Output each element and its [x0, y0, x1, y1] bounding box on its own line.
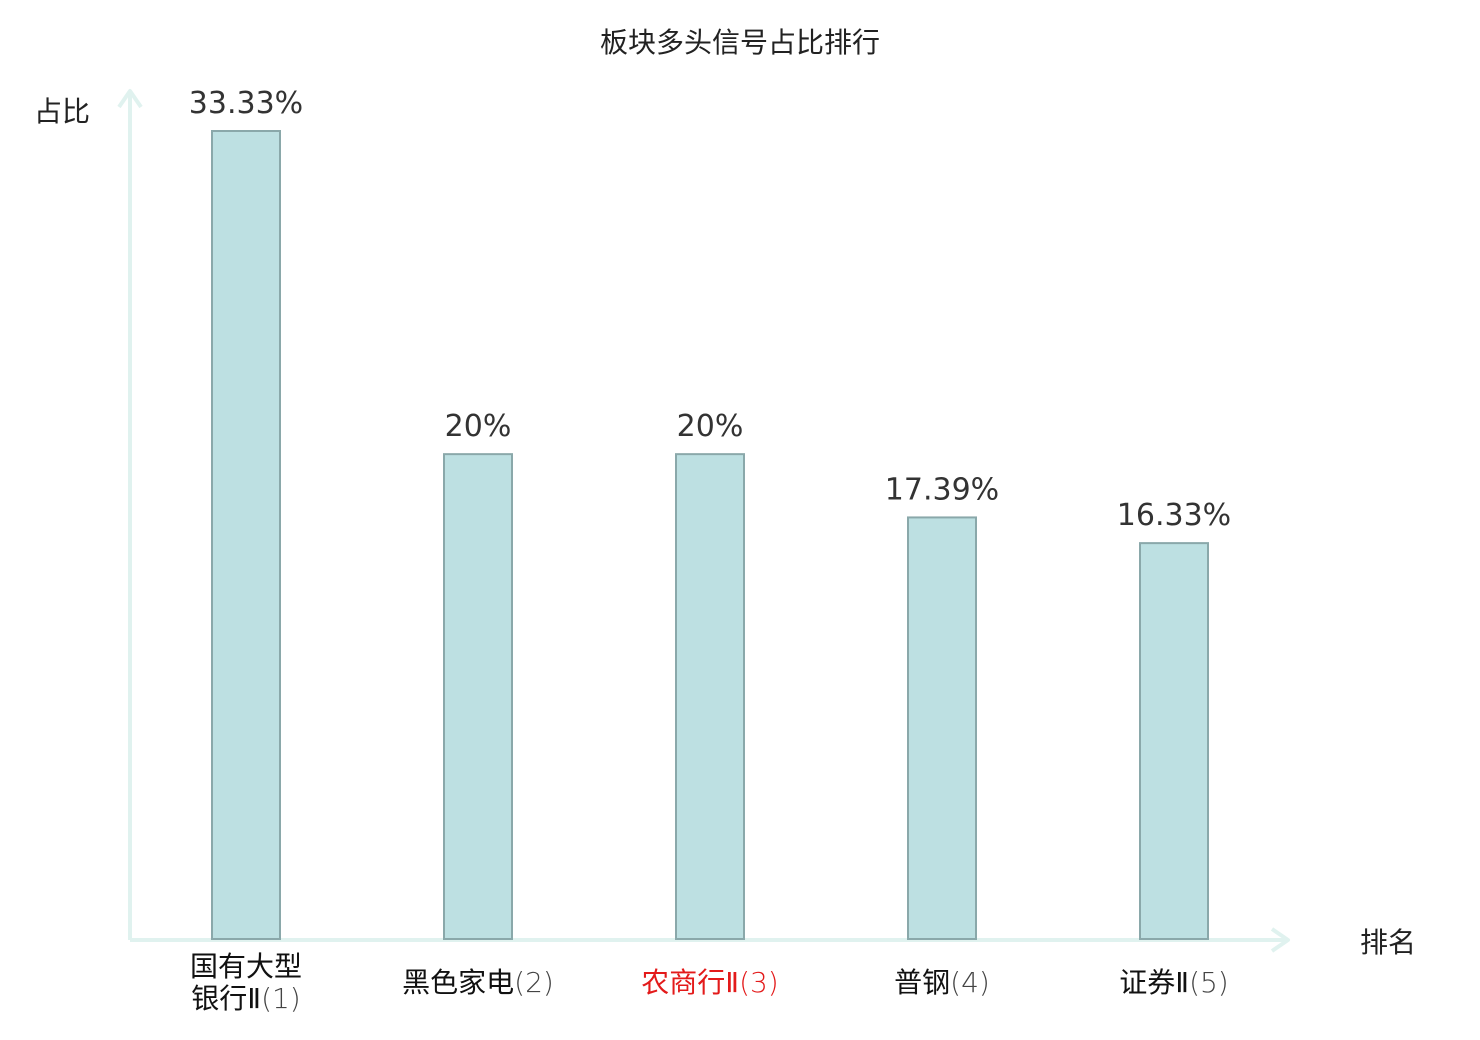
y-axis-label: 占比: [34, 95, 90, 128]
category-name: 普钢: [894, 966, 950, 999]
category-name: 农商行Ⅱ: [641, 966, 739, 999]
category-rank: (2): [514, 966, 554, 999]
value-label-2: 20%: [445, 409, 512, 444]
bar-2: [443, 453, 513, 940]
category-label-3: 农商行Ⅱ(3): [641, 966, 778, 999]
value-label-3: 20%: [677, 409, 744, 444]
value-label-5: 16.33%: [1117, 498, 1231, 533]
bar-1: [211, 130, 281, 940]
chart-title: 板块多头信号占比排行: [600, 26, 880, 59]
bar-5: [1139, 542, 1209, 940]
value-label-4: 17.39%: [885, 472, 999, 507]
category-rank: (5): [1189, 966, 1229, 999]
category-rank: (1): [261, 982, 301, 1015]
bar-4: [907, 516, 977, 940]
category-label-2: 黑色家电(2): [402, 966, 554, 999]
bar-group: [211, 130, 1209, 940]
category-name: 银行Ⅱ: [191, 982, 261, 1015]
category-label-group: 国有大型银行Ⅱ(1) 黑色家电(2) 农商行Ⅱ(3) 普钢(4) 证券Ⅱ(5): [190, 950, 1229, 1015]
category-label-4: 普钢(4): [894, 966, 990, 999]
bar-3: [675, 453, 745, 940]
category-rank: (4): [950, 966, 990, 999]
category-name: 国有大型: [190, 950, 302, 983]
value-label-1: 33.33%: [189, 86, 303, 121]
category-label-5: 证券Ⅱ(5): [1119, 966, 1228, 999]
x-axis: [130, 927, 1290, 953]
x-axis-label: 排名: [1360, 926, 1416, 959]
category-label-1: 国有大型银行Ⅱ(1): [190, 950, 302, 1015]
category-name: 黑色家电: [402, 966, 514, 999]
y-axis: [117, 89, 143, 940]
category-rank: (3): [739, 966, 779, 999]
category-name: 证券Ⅱ: [1119, 966, 1189, 999]
value-label-group: 33.33% 20% 20% 17.39% 16.33%: [189, 86, 1231, 533]
